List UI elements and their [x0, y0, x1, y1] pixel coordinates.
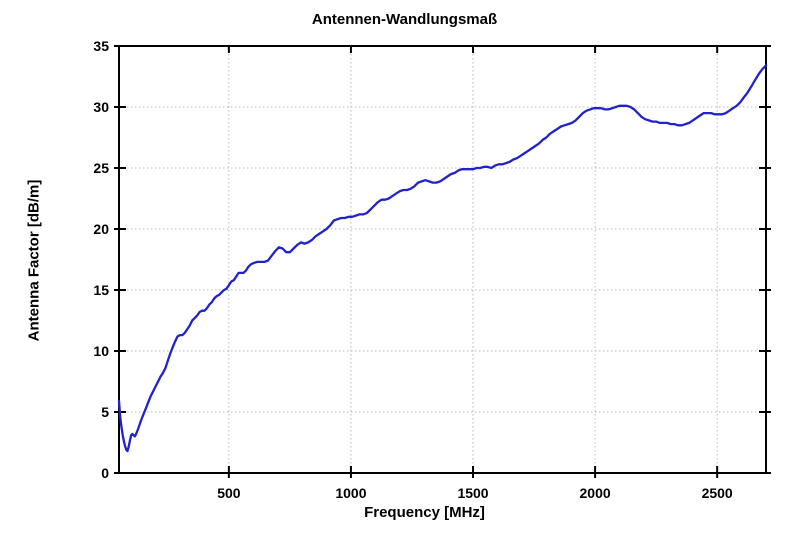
x-tick-label: 1500: [457, 485, 488, 501]
x-tick-label: 1000: [335, 485, 366, 501]
x-axis-label: Frequency [MHz]: [364, 504, 485, 521]
x-tick-label: 2500: [702, 485, 733, 501]
x-tick-label: 2000: [580, 485, 611, 501]
chart-title: Antennen-Wandlungsmaß: [311, 11, 498, 28]
plot-border: [118, 45, 767, 474]
y-tick-label: 25: [93, 160, 109, 176]
antenna-factor-curve: [117, 64, 768, 453]
y-tick-label: 15: [93, 282, 109, 298]
y-tick-label: 35: [93, 38, 109, 54]
x-tick-label: 500: [217, 485, 241, 501]
y-tick-label: 20: [93, 221, 109, 237]
y-tick-label: 0: [101, 465, 109, 481]
y-tick-label: 10: [93, 343, 109, 359]
y-tick-label: 5: [101, 404, 109, 420]
y-axis-label: Antenna Factor [dB/m]: [25, 179, 43, 342]
y-tick-label: 30: [93, 99, 109, 115]
